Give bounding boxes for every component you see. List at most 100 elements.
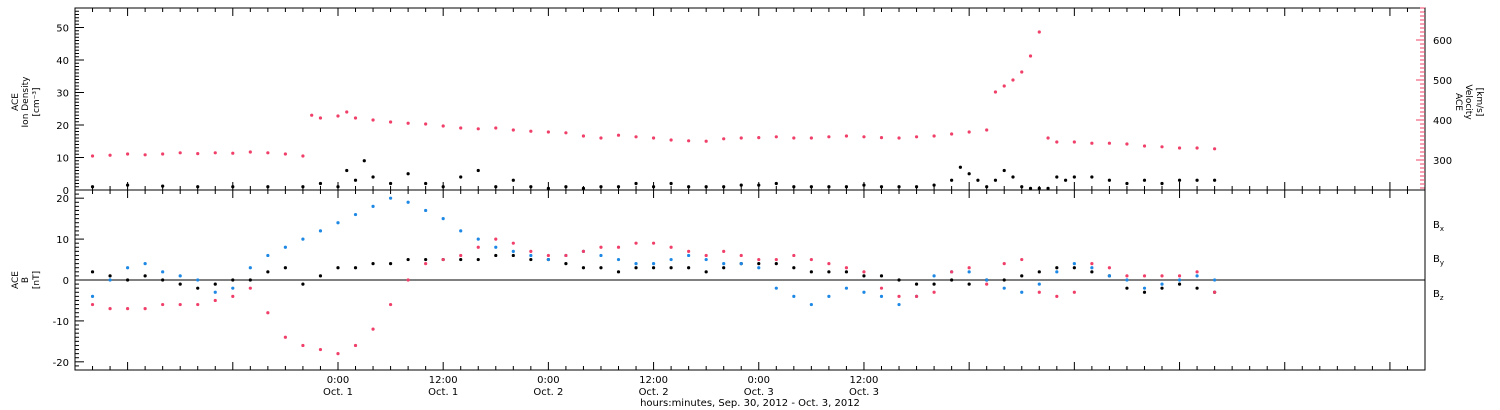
time-tick-label: 0:00	[327, 375, 349, 386]
velocity-point	[932, 134, 936, 138]
bz-point	[739, 253, 743, 258]
bx-point	[213, 282, 217, 286]
by-point	[1090, 266, 1094, 270]
by-point	[459, 229, 463, 233]
bx-point	[1160, 286, 1164, 290]
bz-point	[564, 253, 568, 258]
by-point	[1055, 270, 1059, 274]
density-point	[1055, 175, 1059, 179]
time-tick-label: 0:00	[748, 375, 770, 386]
bz-point	[196, 302, 200, 307]
by-point	[441, 217, 445, 221]
density-point	[669, 181, 673, 186]
bz-point	[669, 245, 673, 249]
velocity-point	[993, 90, 998, 94]
velocity-point	[283, 152, 287, 156]
by-point	[353, 212, 358, 217]
bz-point	[985, 282, 989, 286]
bx-point	[704, 270, 708, 274]
velocity-point	[161, 152, 165, 156]
bx-point	[301, 282, 305, 286]
legend-subscript: z	[1440, 294, 1444, 302]
velocity-point	[599, 136, 603, 140]
bz-point	[651, 241, 656, 245]
bz-point	[1195, 270, 1199, 274]
bx-point	[809, 270, 813, 274]
velocity-point	[1160, 145, 1164, 149]
density-point	[1090, 175, 1094, 179]
by-point	[231, 286, 235, 290]
by-point	[406, 200, 410, 204]
by-point	[1020, 290, 1024, 294]
density-point	[1107, 178, 1112, 182]
velocity-point	[1055, 140, 1059, 144]
density-point	[958, 165, 962, 169]
velocity-point	[1002, 84, 1006, 88]
bx-point	[494, 253, 498, 258]
by-point	[108, 278, 112, 282]
bx-point	[932, 282, 936, 286]
density-point	[976, 178, 980, 182]
time-tick-label: 12:00	[639, 375, 668, 386]
bx-point	[178, 282, 182, 286]
bz-point	[1142, 274, 1147, 278]
date-tick-label: Oct. 1	[323, 387, 353, 398]
velocity-point	[809, 136, 813, 140]
bz-point	[879, 286, 884, 290]
bz-point	[1037, 290, 1041, 294]
bz-point	[125, 307, 130, 311]
bx-point	[90, 270, 95, 274]
date-tick-label: Oct. 2	[533, 387, 563, 398]
by-point	[388, 196, 393, 200]
velocity-point	[353, 116, 358, 120]
bx-point	[879, 274, 884, 278]
velocity-point	[1011, 78, 1015, 82]
by-point	[809, 302, 813, 307]
velocity-point	[757, 136, 761, 140]
bz-point	[301, 343, 305, 348]
bx-point	[827, 270, 831, 274]
by-point	[90, 294, 95, 298]
by-point	[494, 245, 498, 249]
ion-density-tick-label: 20	[56, 121, 69, 132]
velocity-point	[459, 126, 463, 130]
bz-point	[616, 245, 621, 249]
velocity-point	[950, 132, 954, 136]
by-point	[844, 286, 849, 290]
plasma-panel-frame	[74, 7, 1426, 191]
velocity-point	[1028, 54, 1033, 58]
velocity-point	[914, 135, 919, 139]
velocity-ylabel-line2: Velocity	[1463, 84, 1473, 120]
bz-point	[529, 249, 533, 253]
velocity-point	[406, 121, 410, 125]
bz-point	[388, 302, 393, 307]
by-point	[196, 278, 200, 282]
by-point	[967, 270, 971, 274]
bz-point	[318, 347, 323, 352]
velocity-ylabel-line3: [km/s]	[1474, 88, 1484, 117]
velocity-point	[266, 151, 270, 155]
by-point	[1177, 278, 1182, 282]
b-field-tick-label: -10	[53, 317, 69, 328]
bx-point	[757, 262, 761, 266]
velocity-point	[546, 130, 550, 134]
bx-point	[161, 278, 165, 282]
velocity-point	[792, 136, 796, 140]
density-point	[345, 168, 349, 173]
by-point	[1002, 286, 1006, 290]
bx-point	[669, 266, 673, 270]
by-point	[792, 294, 796, 298]
bx-point	[651, 266, 656, 270]
density-point	[424, 181, 428, 186]
by-point	[739, 262, 743, 266]
density-point	[459, 175, 463, 179]
velocity-point	[511, 128, 515, 132]
density-point	[1028, 186, 1033, 190]
bx-point	[599, 266, 603, 270]
bz-point	[1055, 294, 1059, 298]
density-point	[371, 175, 375, 179]
velocity-point	[371, 118, 375, 122]
velocity-point	[125, 152, 130, 156]
density-point	[634, 181, 638, 186]
by-point	[827, 294, 831, 298]
